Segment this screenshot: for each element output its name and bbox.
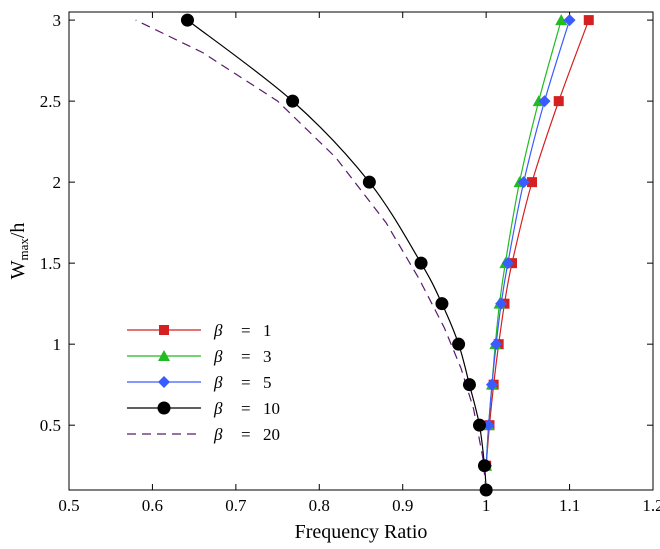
legend-equals: = <box>241 347 251 366</box>
x-tick-label: 1.2 <box>642 496 660 515</box>
y-tick-label: 3 <box>53 11 62 30</box>
series-line-2 <box>485 19 571 466</box>
data-point-3 <box>479 483 493 497</box>
data-point-3 <box>286 94 300 108</box>
y-axis-title-sub: max <box>16 238 31 261</box>
x-tick-label: 0.9 <box>392 496 413 515</box>
legend-marker-3 <box>157 401 171 415</box>
y-axis-title-main: W <box>7 260 29 279</box>
data-point-3 <box>462 378 476 392</box>
legend-marker-2 <box>158 376 170 388</box>
data-point-2 <box>563 14 576 27</box>
x-axis-title: Frequency Ratio <box>295 521 428 543</box>
y-tick-label: 1 <box>53 335 62 354</box>
legend-marker-0 <box>159 325 169 335</box>
x-tick-label: 1.1 <box>559 496 580 515</box>
series-line-4 <box>135 19 487 491</box>
plot-frame <box>68 11 654 491</box>
data-point-2 <box>538 95 551 108</box>
data-point-3 <box>435 297 449 311</box>
series-line-3 <box>187 19 487 491</box>
series-lines <box>135 19 590 491</box>
x-tick-label: 0.7 <box>225 496 247 515</box>
axis-ticks: 0.5 0.6 0.7 0.8 0.9 1 1.1 1.2 0.5 1 1.5 2 2.5 3 <box>40 11 660 515</box>
y-tick-label: 2 <box>53 173 62 192</box>
legend-symbol: β <box>213 425 223 444</box>
legend-equals: = <box>241 373 251 392</box>
y-axis-title-suffix: /h <box>7 223 29 239</box>
legend-equals: = <box>241 425 251 444</box>
data-point-3 <box>452 337 466 351</box>
data-point-0 <box>553 96 564 107</box>
legend-equals: = <box>241 399 251 418</box>
data-point-2 <box>495 297 508 310</box>
svg-text:Wmax/h: Wmax/h <box>7 223 31 280</box>
legend-value: 3 <box>263 347 272 366</box>
legend-symbol: β <box>213 399 223 418</box>
data-point-2 <box>485 378 498 391</box>
x-tick-label: 0.5 <box>58 496 79 515</box>
legend-equals: = <box>241 321 251 340</box>
series-markers <box>180 13 594 497</box>
series-line-1 <box>485 19 562 466</box>
data-point-3 <box>414 256 428 270</box>
legend-value: 5 <box>263 373 272 392</box>
data-point-0 <box>527 177 538 188</box>
legend-symbol: β <box>213 373 223 392</box>
data-point-0 <box>583 15 594 26</box>
legend-symbol: β <box>213 321 223 340</box>
data-point-3 <box>362 175 376 189</box>
series-line-0 <box>485 19 590 466</box>
legend-value: 1 <box>263 321 272 340</box>
legend-marker-1 <box>158 350 170 361</box>
y-tick-label: 1.5 <box>40 254 61 273</box>
data-point-3 <box>180 13 194 27</box>
data-point-2 <box>490 338 503 351</box>
data-point-3 <box>472 418 486 432</box>
legend-symbol: β <box>213 347 223 366</box>
legend-value: 20 <box>263 425 280 444</box>
data-point-2 <box>501 257 514 270</box>
data-point-2 <box>517 176 530 189</box>
x-tick-label: 0.6 <box>142 496 163 515</box>
x-tick-label: 0.8 <box>309 496 330 515</box>
data-point-3 <box>477 459 491 473</box>
x-tick-label: 1 <box>482 496 491 515</box>
legend: β = 1 β = 3 β = 5 β = 10 β = 20 <box>127 321 280 444</box>
data-point-1 <box>555 14 568 26</box>
y-axis-title: Wmax/h <box>7 223 31 280</box>
y-tick-label: 0.5 <box>40 416 61 435</box>
legend-value: 10 <box>263 399 280 418</box>
y-tick-label: 2.5 <box>40 92 61 111</box>
data-point-2 <box>482 419 495 432</box>
